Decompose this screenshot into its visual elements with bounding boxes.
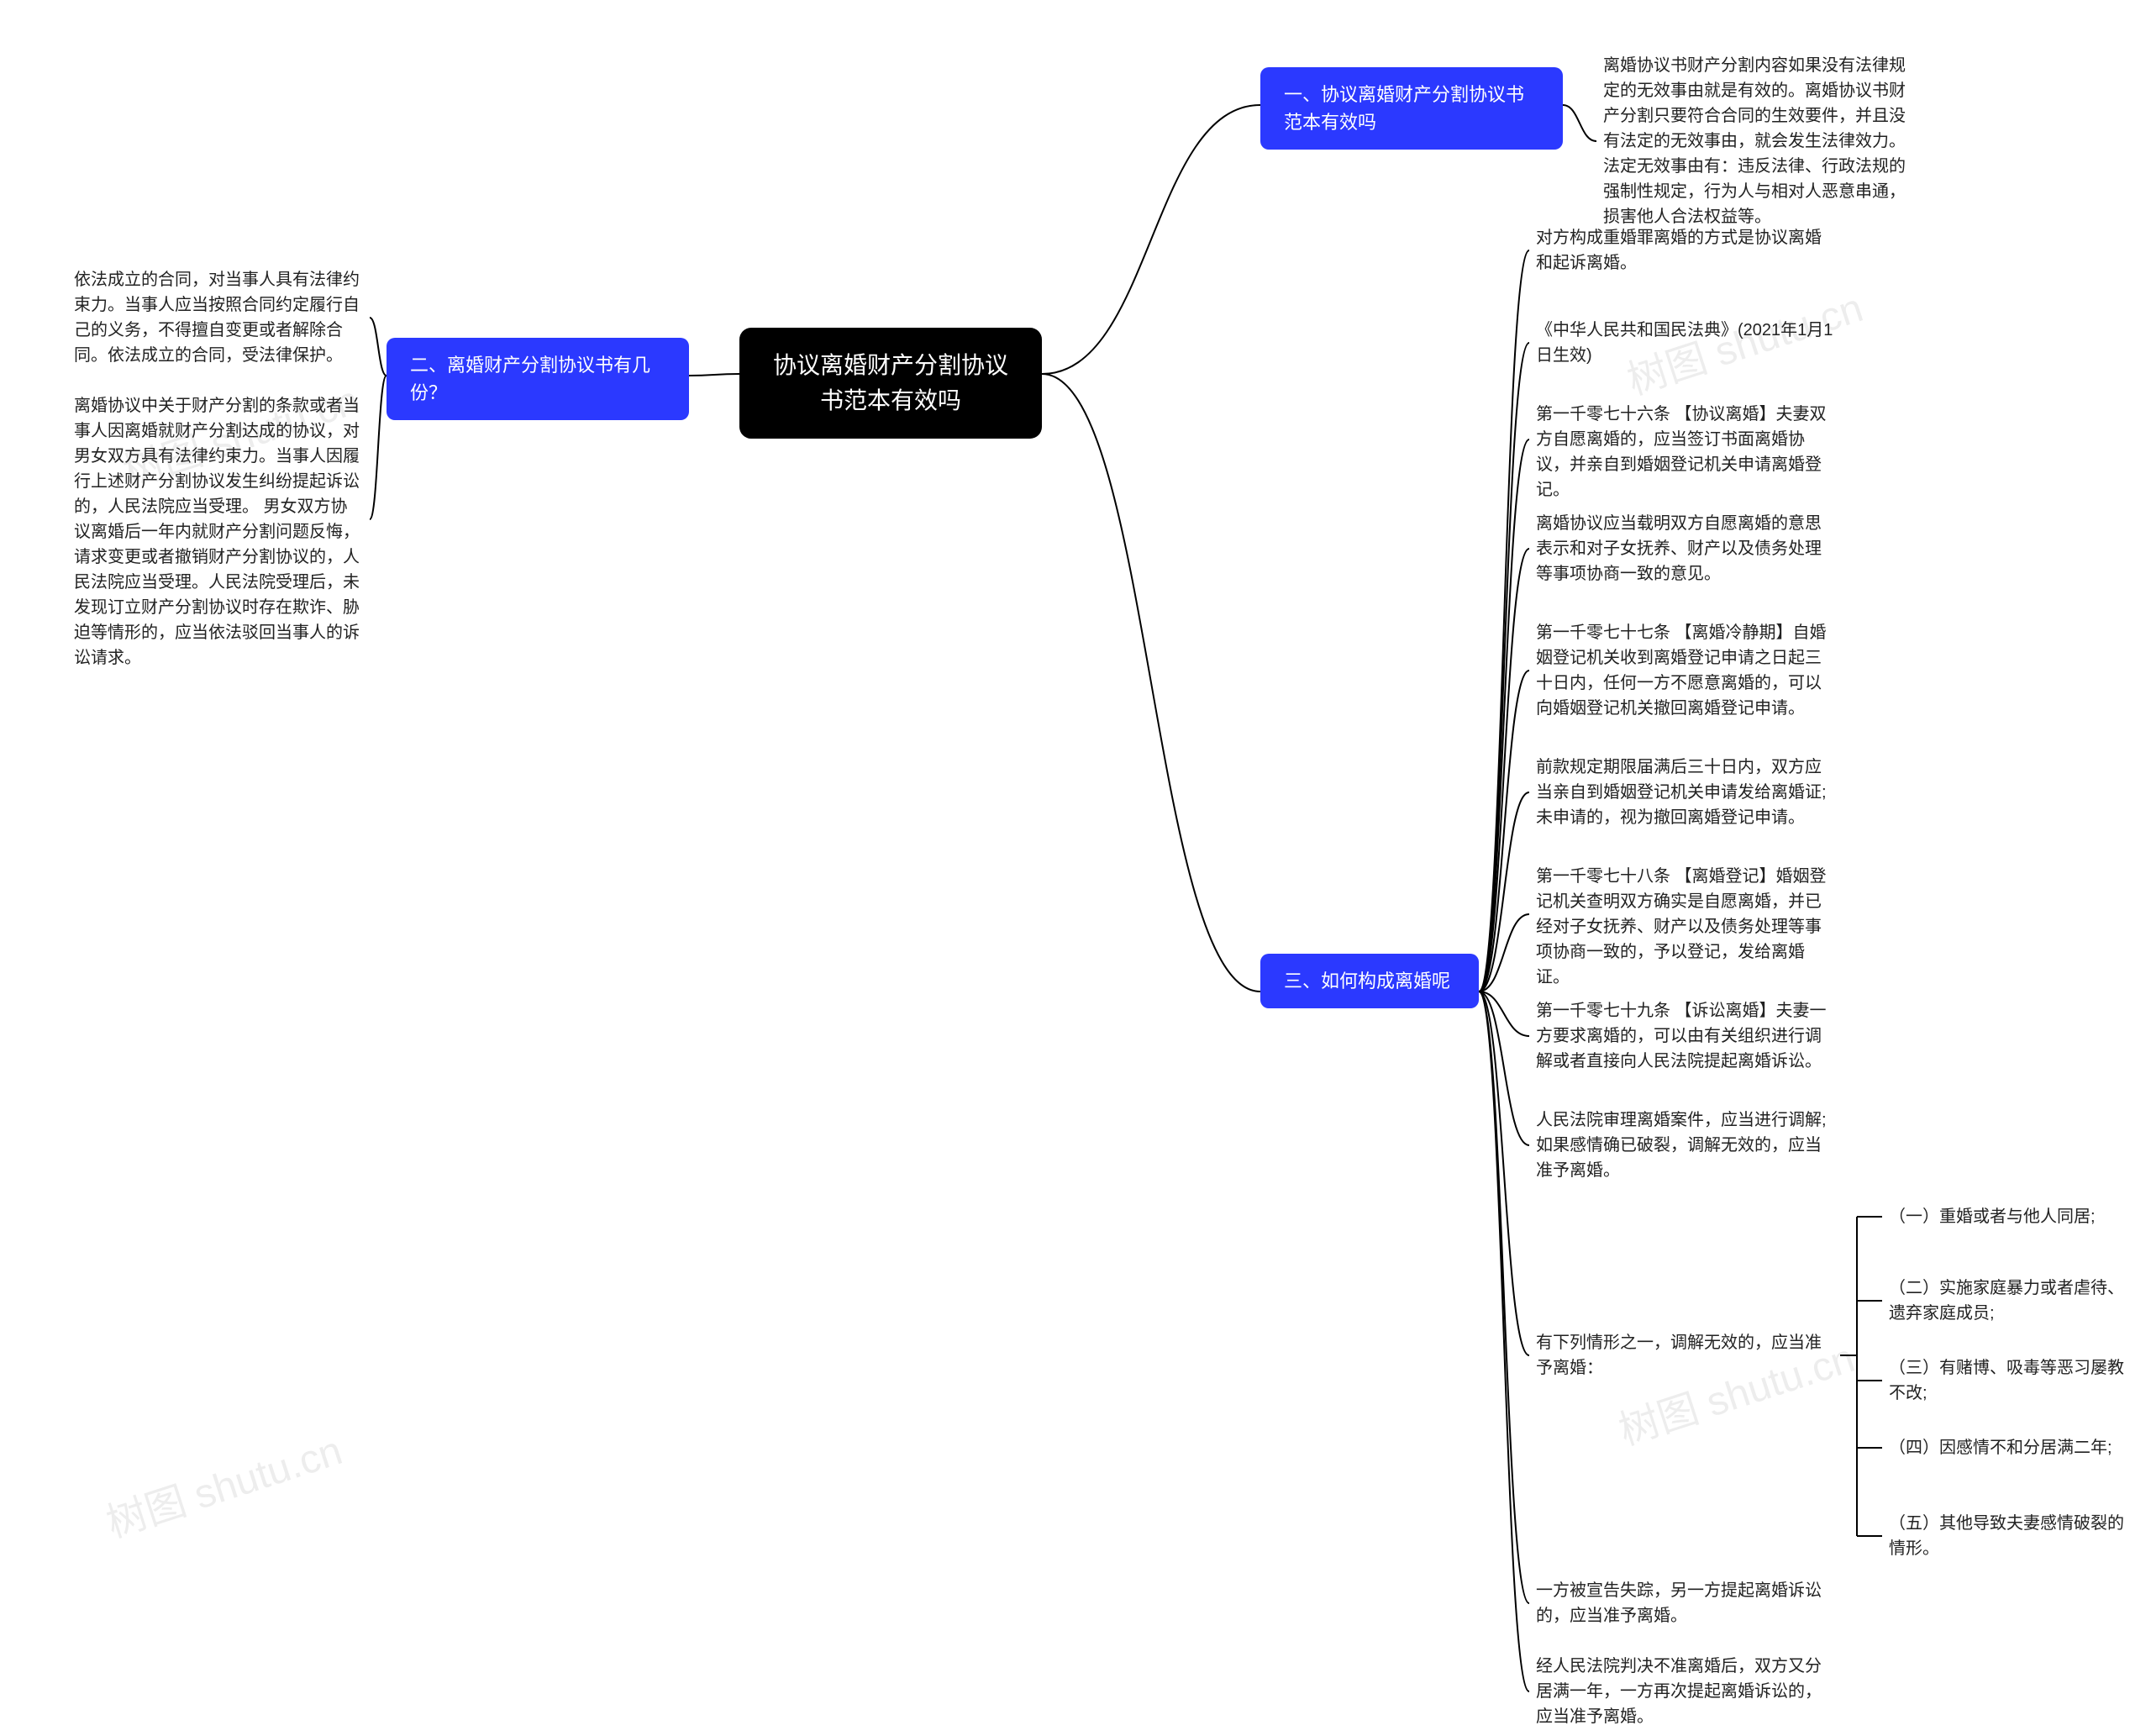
branch-node: 一、协议离婚财产分割协议书范本有效吗 [1260, 67, 1563, 150]
leaf-node: （二）实施家庭暴力或者虐待、遗弃家庭成员; [1882, 1269, 2134, 1333]
leaf-node: 离婚协议中关于财产分割的条款或者当事人因离婚就财产分割达成的协议，对男女双方具有… [67, 387, 370, 677]
root-node: 协议离婚财产分割协议书范本有效吗 [739, 328, 1042, 439]
leaf-node: （五）其他导致夫妻感情破裂的情形。 [1882, 1504, 2134, 1568]
leaf-node: 前款规定期限届满后三十日内，双方应当亲自到婚姻登记机关申请发给离婚证;未申请的，… [1529, 748, 1840, 837]
leaf-node: 对方构成重婚罪离婚的方式是协议离婚和起诉离婚。 [1529, 218, 1840, 282]
leaf-node: 离婚协议应当载明双方自愿离婚的意思表示和对子女抚养、财产以及债务处理等事项协商一… [1529, 504, 1840, 593]
branch-node: 二、离婚财产分割协议书有几份？ [387, 338, 689, 420]
leaf-node: 第一千零七十六条 【协议离婚】夫妻双方自愿离婚的，应当签订书面离婚协议，并亲自到… [1529, 395, 1840, 509]
leaf-node: 经人民法院判决不准离婚后，双方又分居满一年，一方再次提起离婚诉讼的，应当准予离婚… [1529, 1647, 1840, 1736]
leaf-node: 有下列情形之一，调解无效的，应当准予离婚： [1529, 1323, 1840, 1387]
branch-node: 三、如何构成离婚呢 [1260, 954, 1479, 1008]
leaf-node: 人民法院审理离婚案件，应当进行调解;如果感情确已破裂，调解无效的，应当准予离婚。 [1529, 1101, 1840, 1190]
leaf-node: （一）重婚或者与他人同居; [1882, 1197, 2134, 1236]
leaf-node: 第一千零七十九条 【诉讼离婚】夫妻一方要求离婚的，可以由有关组织进行调解或者直接… [1529, 992, 1840, 1081]
watermark: 树图 shutu.cn [97, 1418, 348, 1549]
leaf-node: 依法成立的合同，对当事人具有法律约束力。当事人应当按照合同约定履行自己的义务，不… [67, 260, 370, 375]
leaf-node: （四）因感情不和分居满二年; [1882, 1428, 2134, 1467]
leaf-node: 一方被宣告失踪，另一方提起离婚诉讼的，应当准予离婚。 [1529, 1571, 1840, 1635]
leaf-node: 第一千零七十七条 【离婚冷静期】自婚姻登记机关收到离婚登记申请之日起三十日内，任… [1529, 613, 1840, 728]
leaf-node: 《中华人民共和国民法典》(2021年1月1日生效) [1529, 311, 1840, 375]
leaf-node: 第一千零七十八条 【离婚登记】婚姻登记机关查明双方确实是自愿离婚，并已经对子女抚… [1529, 857, 1840, 997]
leaf-node: （三）有赌博、吸毒等恶习屡教不改; [1882, 1349, 2134, 1412]
leaf-node: 离婚协议书财产分割内容如果没有法律规定的无效事由就是有效的。离婚协议书财产分割只… [1596, 46, 1916, 236]
